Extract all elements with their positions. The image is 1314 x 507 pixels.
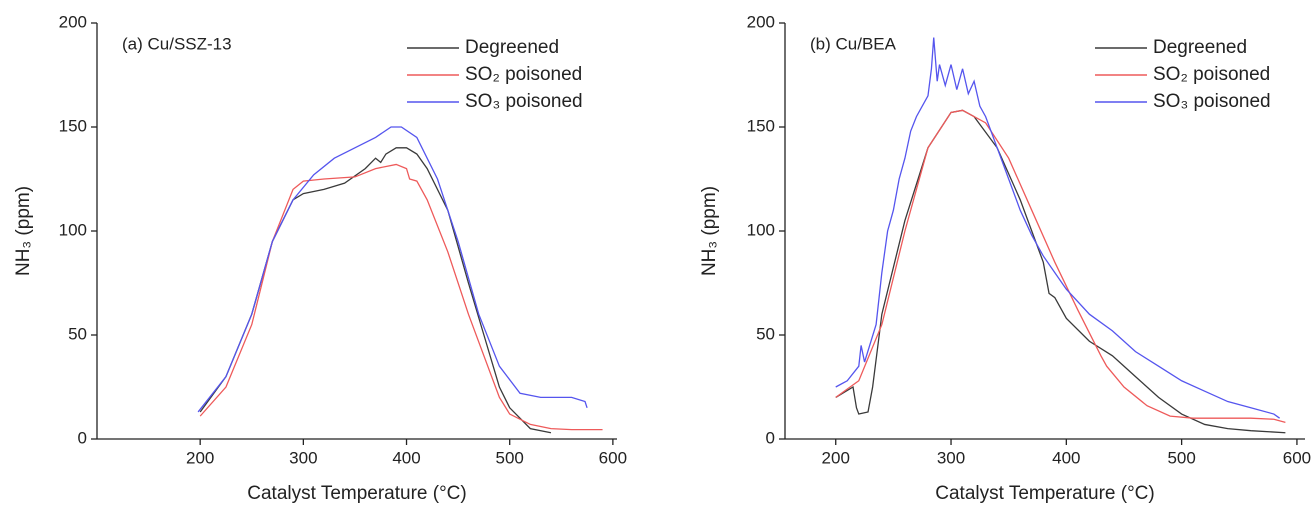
data-line <box>835 37 1281 419</box>
x-axis-label: Catalyst Temperature (°C) <box>935 483 1154 504</box>
y-tick-label: 50 <box>756 324 775 343</box>
x-tick-label: 300 <box>937 448 965 467</box>
data-line <box>199 147 552 434</box>
data-line <box>197 126 588 413</box>
x-tick-label: 500 <box>496 448 524 467</box>
legend-label: SO₂ poisoned <box>465 64 582 85</box>
x-axis-label: Catalyst Temperature (°C) <box>247 483 466 504</box>
data-line <box>835 109 1286 423</box>
data-line <box>199 163 603 431</box>
x-tick-label: 600 <box>1283 448 1311 467</box>
y-tick-label: 50 <box>68 324 87 343</box>
legend-label: SO₂ poisoned <box>1153 64 1270 85</box>
x-tick-label: 200 <box>822 448 850 467</box>
y-tick-label: 0 <box>78 428 87 447</box>
x-tick-label: 400 <box>1052 448 1080 467</box>
y-axis-label: NH₃ (ppm) <box>699 186 720 276</box>
x-tick-label: 300 <box>289 448 317 467</box>
y-tick-label: 100 <box>747 220 775 239</box>
x-tick-label: 200 <box>186 448 214 467</box>
y-tick-label: 100 <box>59 220 87 239</box>
y-tick-label: 150 <box>747 116 775 135</box>
y-tick-label: 200 <box>59 12 87 31</box>
x-tick-label: 600 <box>599 448 627 467</box>
x-tick-label: 500 <box>1167 448 1195 467</box>
y-tick-label: 150 <box>59 116 87 135</box>
legend-label: Degreened <box>465 37 559 58</box>
legend-label: SO₃ poisoned <box>1153 91 1271 112</box>
x-tick-label: 400 <box>392 448 420 467</box>
panel-title: (a) Cu/SSZ-13 <box>122 34 232 53</box>
data-line <box>835 109 1286 434</box>
panel-title: (b) Cu/BEA <box>810 34 897 53</box>
y-tick-label: 0 <box>766 428 775 447</box>
legend-label: SO₃ poisoned <box>465 91 583 112</box>
y-axis-label: NH₃ (ppm) <box>13 186 34 276</box>
y-tick-label: 200 <box>747 12 775 31</box>
legend-label: Degreened <box>1153 37 1247 58</box>
